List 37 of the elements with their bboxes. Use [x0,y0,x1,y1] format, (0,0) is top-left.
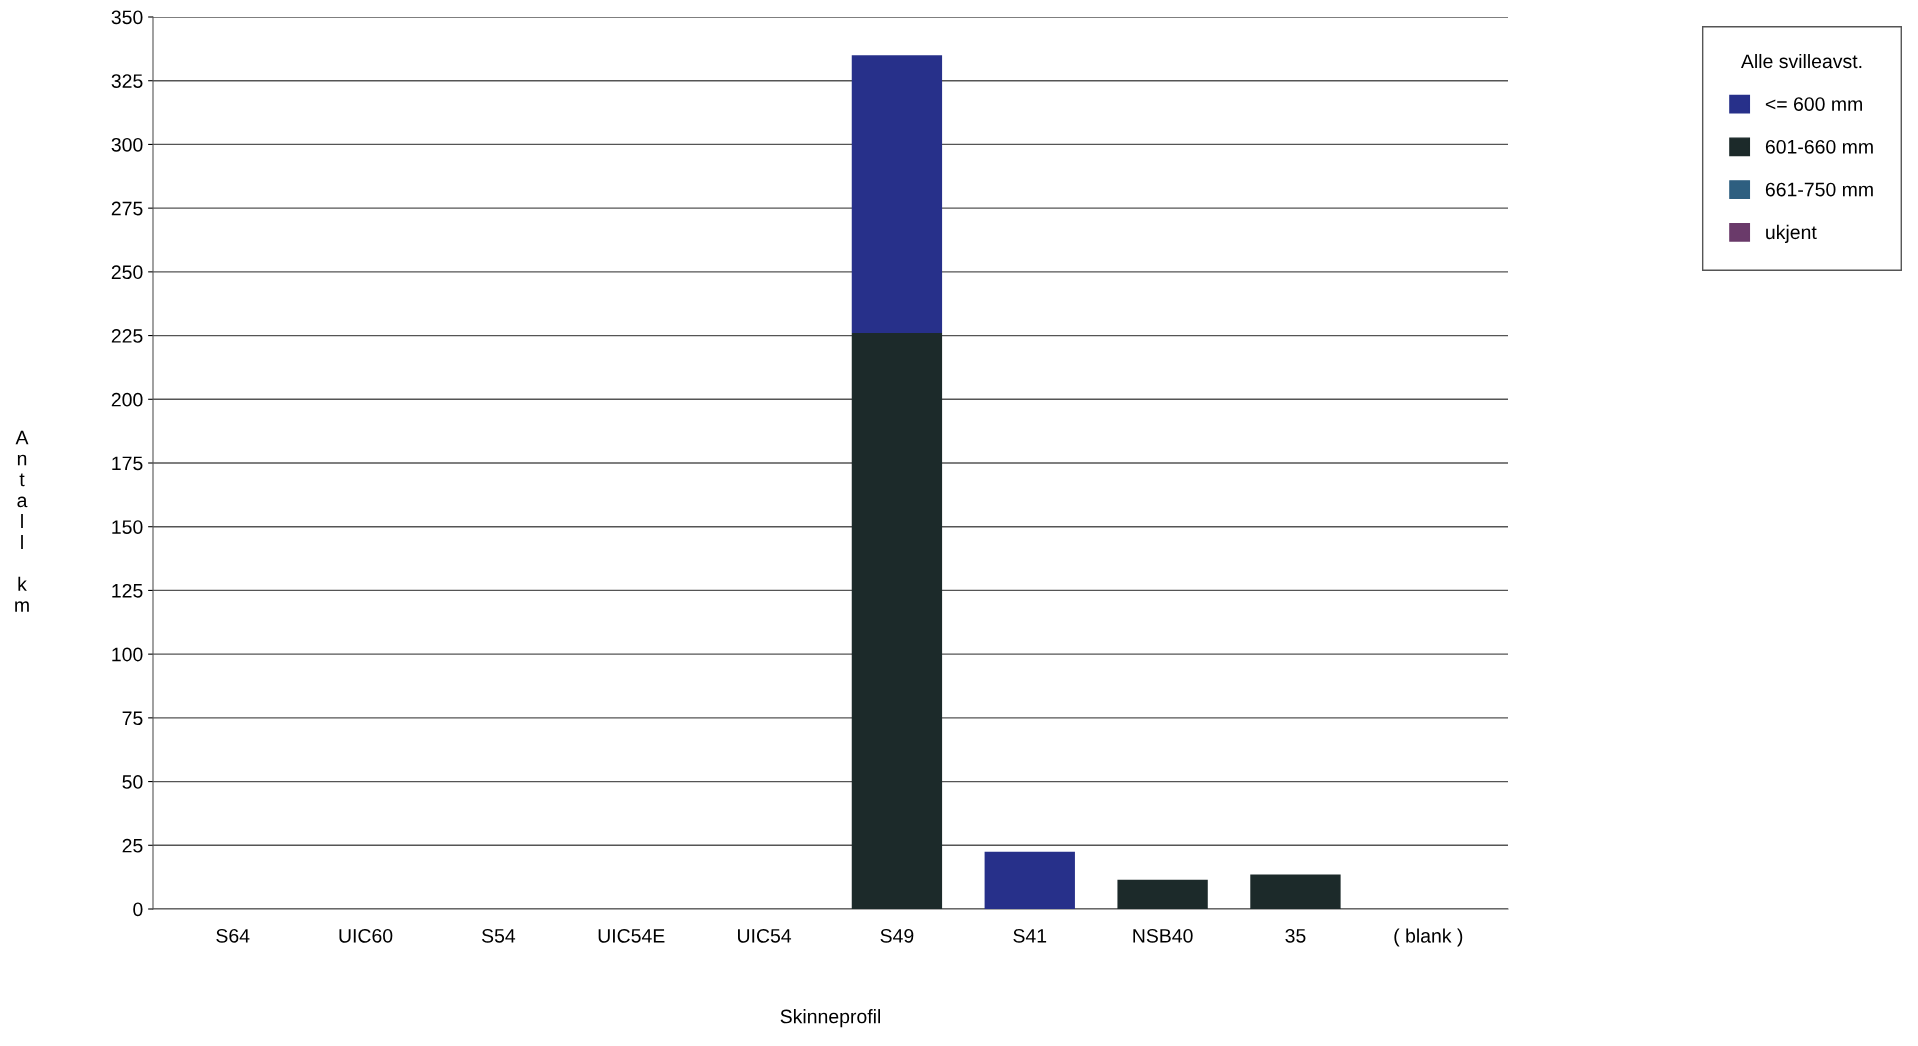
x-tick-label: S49 [880,928,914,943]
y-tick-label: 125 [112,583,143,598]
x-tick-label: UIC54 [738,928,792,943]
y-tick-label: 50 [122,775,143,789]
y-tick-label: 100 [112,647,143,662]
y-tick-label: 325 [111,74,143,88]
text: Antall km [15,430,29,612]
y-tick-label: 350 [111,10,143,25]
x-tick-label: NSB40 [1133,928,1193,943]
bar [851,333,943,909]
x-axis-title: Skinneprofil [780,1009,880,1028]
y-tick-label: 200 [111,392,143,407]
x-tick-label: 35 [1285,928,1306,943]
y-tick-label: 75 [122,711,143,726]
x-tick-label: S64 [216,928,250,943]
legend-label: <= 600 mm [1765,97,1862,111]
legend-title: Alle svilleavst. [1740,53,1862,69]
y-tick-label: 0 [133,902,143,917]
y-tick-label: 25 [122,838,143,853]
x-tick-label: UIC60 [339,928,393,943]
y-tick-label: 300 [111,137,143,152]
x-tick-label: ( blank ) [1394,928,1463,947]
legend-label: 661-750 mm [1765,182,1873,197]
bar [984,851,1075,909]
y-tick-label: 250 [111,265,143,280]
bar [1250,874,1341,909]
legend-label: 601-660 mm [1765,139,1873,154]
bar [851,55,943,334]
x-tick-label: S54 [481,928,516,943]
bar [1117,879,1208,909]
legend-label: ukjent [1766,224,1817,243]
x-tick-label: S41 [1013,928,1047,943]
y-tick-label: 225 [111,329,143,343]
y-tick-label: 150 [112,520,143,534]
x-tick-label: UIC54E [598,928,665,943]
y-tick-label: 275 [111,201,143,216]
y-tick-label: 175 [112,456,143,471]
